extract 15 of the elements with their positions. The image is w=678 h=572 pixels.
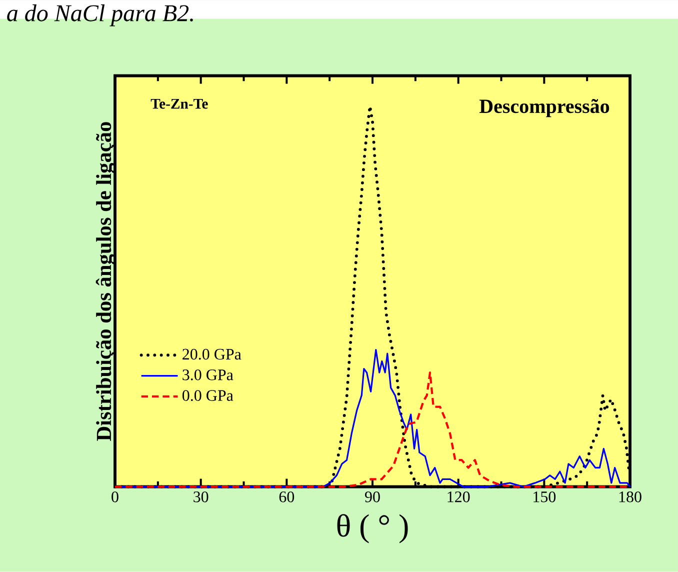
y-axis-title: Distribuição dos ângulos de ligação (96, 122, 116, 442)
annotation: Te-Zn-Te (150, 99, 208, 109)
x-tick-label: 60 (279, 492, 294, 502)
annotation: Descompressão (479, 99, 610, 118)
x-tick-label: 180 (619, 492, 642, 502)
x-tick-label: 120 (448, 492, 470, 502)
legend-label: 0.0 GPa (182, 390, 234, 402)
x-tick-label: 30 (194, 492, 208, 502)
legend-label: 20.0 GPa (182, 348, 242, 360)
text: a do NaCl para B2. (7, 4, 193, 26)
x-tick-label: 150 (534, 492, 556, 502)
legend-label: 3.0 GPa (182, 370, 234, 380)
x-tick-label: 0 (112, 492, 118, 502)
x-tick-label: 90 (365, 492, 380, 502)
x-axis-title: θ ( ° ) (337, 514, 408, 544)
